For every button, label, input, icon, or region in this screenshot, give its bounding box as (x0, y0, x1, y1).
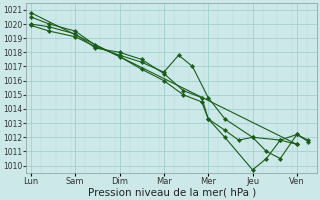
X-axis label: Pression niveau de la mer( hPa ): Pression niveau de la mer( hPa ) (88, 187, 256, 197)
